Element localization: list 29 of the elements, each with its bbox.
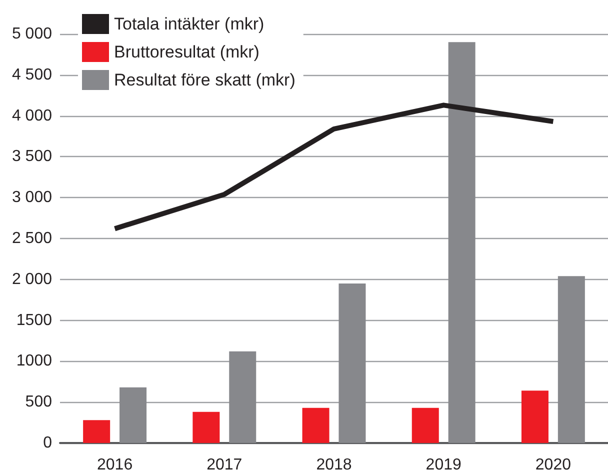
bar <box>229 351 256 443</box>
y-tick-label: 2 000 <box>12 270 52 288</box>
y-tick-label: 2 500 <box>12 230 52 247</box>
y-tick-label: 1000 <box>16 352 52 370</box>
bar <box>192 412 220 443</box>
x-tick-label: 2019 <box>426 456 462 474</box>
legend-label: Resultat före skatt (mkr) <box>114 70 296 90</box>
bar <box>83 420 110 443</box>
legend-label: Totala intäkter (mkr) <box>114 14 264 34</box>
x-tick-label: 2018 <box>316 456 352 474</box>
y-tick-label: 0 <box>43 434 52 452</box>
y-tick-label: 500 <box>25 394 52 411</box>
y-tick-label: 4 500 <box>12 66 52 84</box>
bar <box>448 42 476 443</box>
bar <box>338 283 366 443</box>
bar <box>302 408 330 443</box>
x-tick-label: 2017 <box>206 456 242 474</box>
y-tick-label: 3 000 <box>12 189 52 206</box>
y-tick-label: 3 500 <box>12 148 52 166</box>
bar <box>412 408 439 443</box>
legend-label: Bruttoresultat (mkr) <box>114 42 260 62</box>
bar <box>521 390 548 443</box>
bar <box>558 276 585 443</box>
y-tick-label: 5 000 <box>12 26 52 42</box>
y-tick-label: 4 000 <box>12 107 52 124</box>
bar <box>120 387 147 443</box>
x-tick-label: 2020 <box>535 456 572 474</box>
y-tick-label: 1500 <box>16 312 52 329</box>
x-tick-label: 2016 <box>97 456 133 474</box>
